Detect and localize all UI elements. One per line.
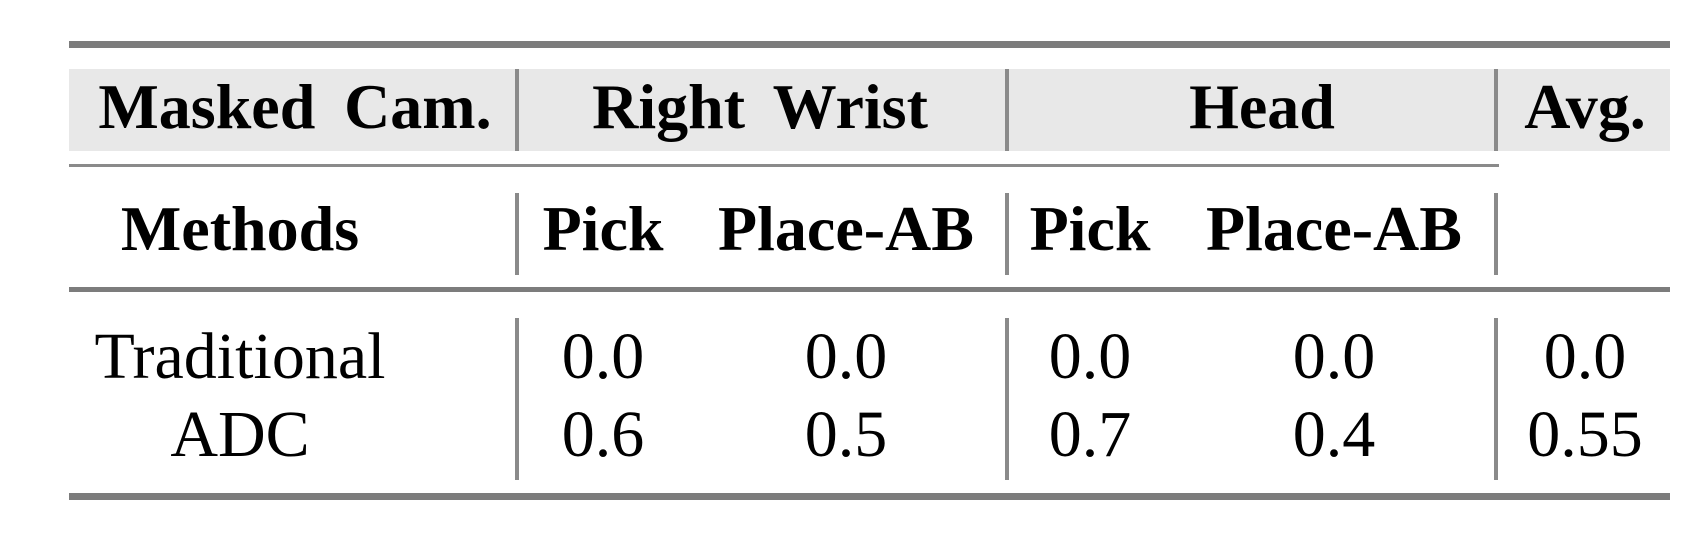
group-header-right-wrist: Right Wrist <box>592 71 928 142</box>
column-separator <box>1005 193 1009 275</box>
table-bottom-rule <box>69 493 1670 500</box>
column-separator <box>1494 193 1498 275</box>
row-adc-right-wrist-pick: 0.6 <box>561 398 645 471</box>
column-separator <box>515 318 519 480</box>
column-separator <box>1494 69 1498 151</box>
header-body-rule <box>69 287 1670 292</box>
sub-header-head-place-ab: Place-AB <box>1206 193 1462 264</box>
table-top-rule <box>69 41 1670 48</box>
row-traditional-right-wrist-place-ab: 0.0 <box>804 320 888 393</box>
group-header-avg: Avg. <box>1524 71 1646 142</box>
column-separator <box>1005 318 1009 480</box>
row-traditional-head-place-ab: 0.0 <box>1292 320 1376 393</box>
column-separator <box>1494 318 1498 480</box>
row-traditional-avg: 0.0 <box>1543 320 1627 393</box>
group-header-masked-cam: Masked Cam. <box>98 71 492 142</box>
row-adc-right-wrist-place-ab: 0.5 <box>804 398 888 471</box>
sub-header-right-wrist-pick: Pick <box>542 193 664 264</box>
column-separator <box>515 69 519 151</box>
sub-header-head-pick: Pick <box>1029 193 1151 264</box>
column-separator <box>1005 69 1009 151</box>
row-adc-head-pick: 0.7 <box>1048 398 1132 471</box>
group-header-head: Head <box>1189 71 1335 142</box>
row-traditional-right-wrist-pick: 0.0 <box>561 320 645 393</box>
row-adc-avg: 0.55 <box>1527 398 1643 471</box>
group-header-underline <box>69 164 1499 167</box>
sub-header-right-wrist-place-ab: Place-AB <box>718 193 974 264</box>
row-adc-method: ADC <box>170 398 310 471</box>
sub-header-methods: Methods <box>120 193 360 264</box>
row-traditional-head-pick: 0.0 <box>1048 320 1132 393</box>
column-separator <box>515 193 519 275</box>
row-traditional-method: Traditional <box>94 320 386 393</box>
group-header-band <box>69 69 1670 151</box>
row-adc-head-place-ab: 0.4 <box>1292 398 1376 471</box>
